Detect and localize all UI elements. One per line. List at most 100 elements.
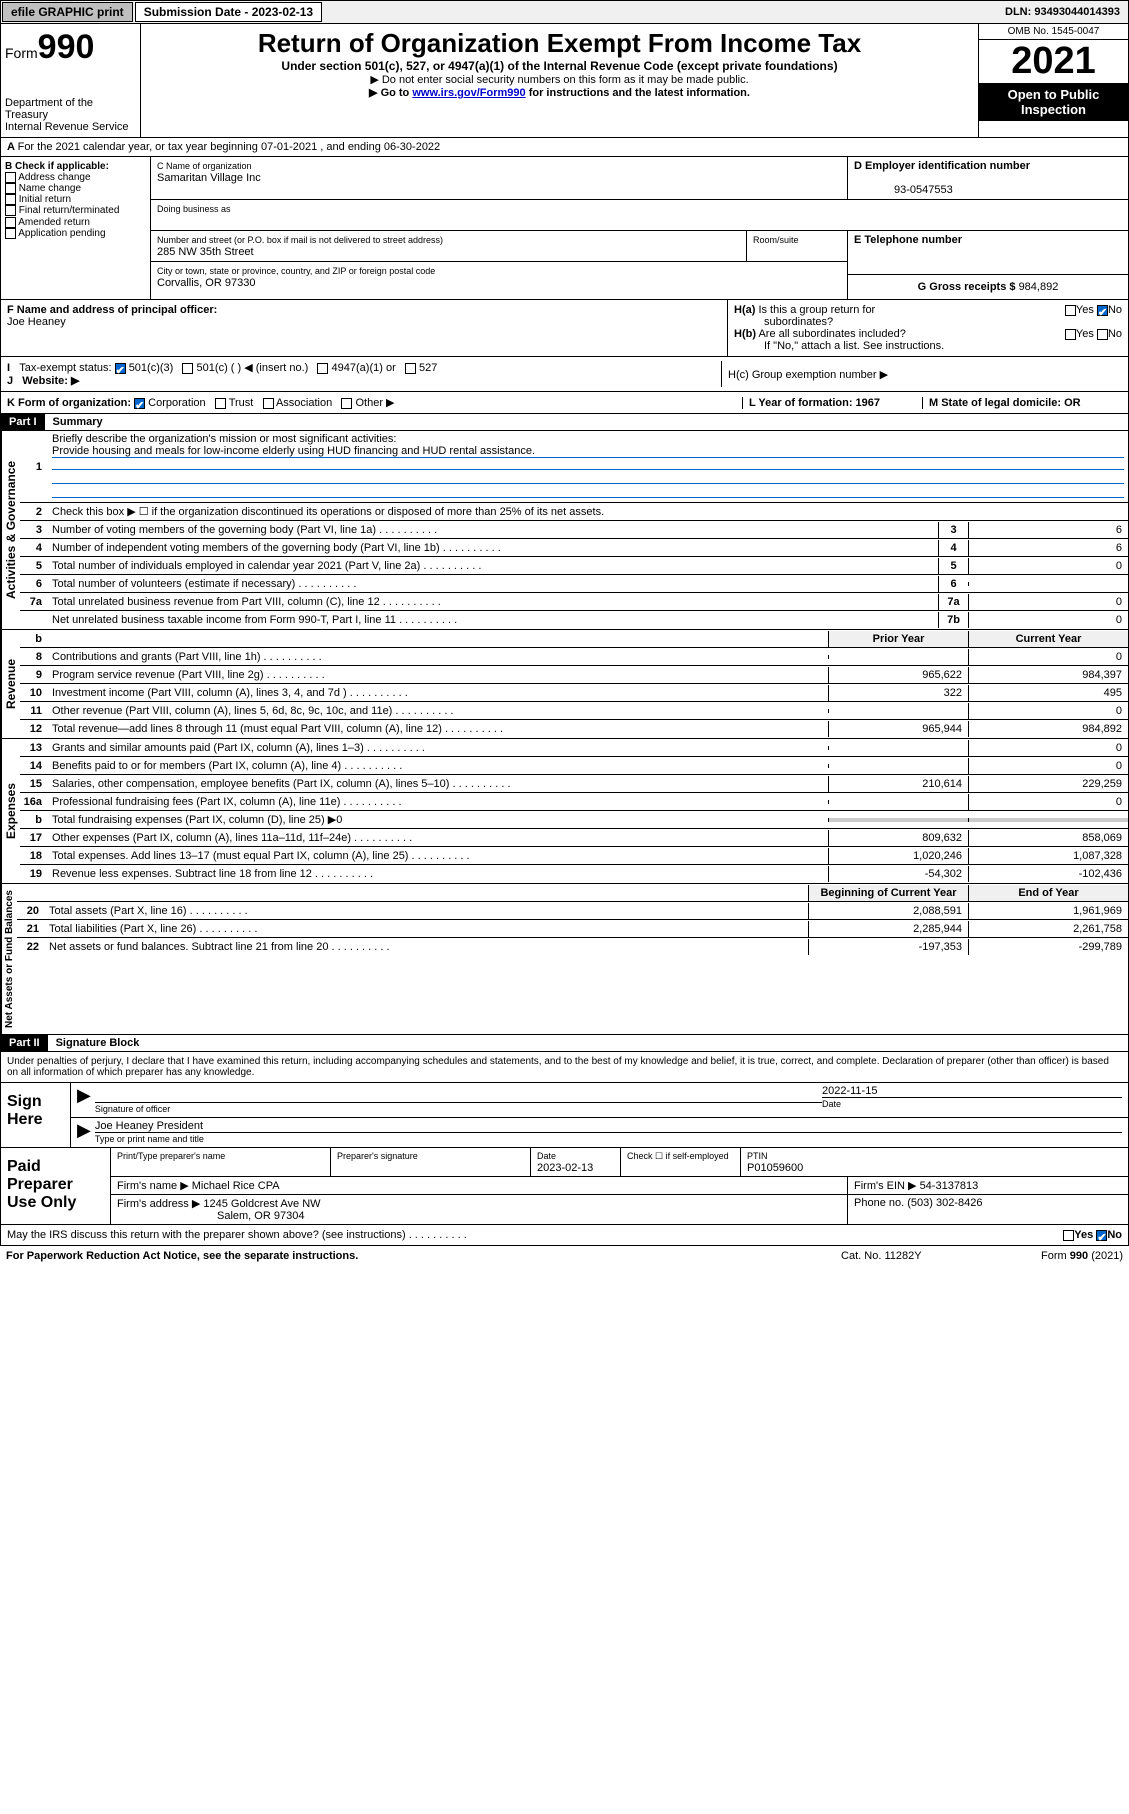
summary-line: 22Net assets or fund balances. Subtract …	[17, 938, 1128, 956]
sig-arrow-icon: ▶	[77, 1085, 95, 1115]
i-label: Tax-exempt status:	[19, 362, 111, 374]
form-subtitle: Under section 501(c), 527, or 4947(a)(1)…	[145, 59, 974, 73]
top-toolbar: efile GRAPHIC print Submission Date - 20…	[0, 0, 1129, 24]
form-990-label: Form990	[5, 28, 136, 67]
paid-preparer-label: Paid Preparer Use Only	[1, 1148, 111, 1224]
dept-label: Department of the Treasury	[5, 97, 136, 121]
section-fh: F Name and address of principal officer:…	[0, 300, 1129, 357]
prep-date: 2023-02-13	[537, 1162, 593, 1174]
sig-date-label: Date	[822, 1099, 841, 1109]
irs-label: Internal Revenue Service	[5, 121, 136, 133]
tab-activities: Activities & Governance	[1, 431, 20, 629]
ha-label: H(a) Is this a group return for	[734, 304, 875, 316]
opt-final-return: Final return/terminated	[19, 206, 120, 217]
footer: For Paperwork Reduction Act Notice, see …	[0, 1246, 1129, 1266]
part2-title: Signature Block	[48, 1035, 148, 1051]
col-prior: Prior Year	[828, 631, 968, 647]
opt-name-change: Name change	[19, 183, 81, 194]
summary-line: 11Other revenue (Part VIII, column (A), …	[20, 702, 1128, 720]
sig-name-value: Joe Heaney President	[95, 1120, 1122, 1133]
summary-line: Net unrelated business taxable income fr…	[20, 611, 1128, 629]
i-501c3: 501(c)(3)	[129, 362, 174, 374]
part2-header: Part II Signature Block	[0, 1035, 1129, 1052]
summary-line: 17Other expenses (Part IX, column (A), l…	[20, 829, 1128, 847]
firm-addr2: Salem, OR 97304	[117, 1210, 304, 1222]
summary-line: bTotal fundraising expenses (Part IX, co…	[20, 811, 1128, 829]
line-a-text: For the 2021 calendar year, or tax year …	[18, 141, 441, 153]
section-ij: I Tax-exempt status: ✔ 501(c)(3) 501(c) …	[0, 357, 1129, 392]
declaration-text: Under penalties of perjury, I declare th…	[1, 1052, 1128, 1082]
tab-revenue: Revenue	[1, 630, 20, 738]
preparer-block: Paid Preparer Use Only Print/Type prepar…	[0, 1148, 1129, 1225]
expenses-section: Expenses 13Grants and similar amounts pa…	[0, 739, 1129, 884]
section-bcdeg: B Check if applicable: Address change Na…	[0, 157, 1129, 300]
k-corporation: Corporation	[148, 397, 205, 409]
tab-netassets: Net Assets or Fund Balances	[1, 884, 17, 1034]
firm-name-label: Firm's name ▶	[117, 1180, 189, 1192]
submission-date: Submission Date - 2023-02-13	[135, 2, 322, 22]
summary-line: 21Total liabilities (Part X, line 26)2,2…	[17, 920, 1128, 938]
summary-line: 3Number of voting members of the governi…	[20, 521, 1128, 539]
e-phone-label: E Telephone number	[854, 234, 962, 246]
hb-label: H(b) Are all subordinates included?	[734, 328, 906, 340]
efile-print-button[interactable]: efile GRAPHIC print	[2, 2, 133, 22]
activities-governance: Activities & Governance 1Briefly describ…	[0, 431, 1129, 630]
note2-pre: ▶ Go to	[369, 87, 412, 99]
ha-yes: Yes	[1076, 304, 1094, 316]
street-value: 285 NW 35th Street	[157, 246, 254, 258]
firm-name: Michael Rice CPA	[192, 1180, 280, 1192]
room-label: Room/suite	[753, 235, 799, 245]
k-other: Other ▶	[355, 397, 394, 409]
revenue-section: Revenue bPrior YearCurrent Year 8Contrib…	[0, 630, 1129, 739]
irs-link[interactable]: www.irs.gov/Form990	[412, 87, 525, 99]
sign-here-label: Sign Here	[1, 1083, 71, 1147]
firm-addr-label: Firm's address ▶	[117, 1198, 200, 1210]
i-4947: 4947(a)(1) or	[332, 362, 396, 374]
k-label: K Form of organization:	[7, 397, 131, 409]
sig-date-value: 2022-11-15	[822, 1085, 877, 1097]
summary-line: 20Total assets (Part X, line 16)2,088,59…	[17, 902, 1128, 920]
hb-yes: Yes	[1076, 328, 1094, 340]
col-begin: Beginning of Current Year	[808, 885, 968, 901]
summary-line: 14Benefits paid to or for members (Part …	[20, 757, 1128, 775]
omb-number: OMB No. 1545-0047	[979, 24, 1128, 40]
k-association: Association	[276, 397, 332, 409]
officer-name: Joe Heaney	[7, 316, 66, 328]
prep-check-label: Check ☐ if self-employed	[627, 1151, 729, 1161]
hb-no: No	[1108, 328, 1122, 340]
discuss-no: No	[1107, 1229, 1122, 1241]
j-website: Website: ▶	[22, 375, 79, 387]
form-note2: ▶ Go to www.irs.gov/Form990 for instruct…	[145, 86, 974, 99]
l-year: L Year of formation: 1967	[749, 397, 880, 409]
part1-label: Part I	[1, 414, 45, 430]
summary-line: 9Program service revenue (Part VIII, lin…	[20, 666, 1128, 684]
form-header: Form990 Department of the Treasury Inter…	[0, 24, 1129, 138]
l2-text: Check this box ▶ ☐ if the organization d…	[48, 503, 1128, 520]
note2-post: for instructions and the latest informat…	[526, 87, 750, 99]
sig-name-label: Type or print name and title	[95, 1134, 204, 1144]
org-name: Samaritan Village Inc	[157, 172, 261, 184]
k-trust: Trust	[229, 397, 254, 409]
opt-address-change: Address change	[18, 172, 90, 183]
sig-arrow-icon2: ▶	[77, 1120, 95, 1145]
summary-line: 16aProfessional fundraising fees (Part I…	[20, 793, 1128, 811]
inspection-label: Open to Public Inspection	[979, 83, 1128, 121]
netassets-section: Net Assets or Fund Balances Beginning of…	[0, 884, 1129, 1035]
city-value: Corvallis, OR 97330	[157, 277, 255, 289]
form-number: 990	[38, 28, 95, 66]
summary-line: 18Total expenses. Add lines 13–17 (must …	[20, 847, 1128, 865]
i-527: 527	[419, 362, 437, 374]
mission-text: Provide housing and meals for low-income…	[52, 445, 1124, 458]
opt-initial-return: Initial return	[19, 194, 71, 205]
summary-line: 4Number of independent voting members of…	[20, 539, 1128, 557]
summary-line: 19Revenue less expenses. Subtract line 1…	[20, 865, 1128, 883]
opt-amended-return: Amended return	[18, 217, 90, 228]
line-a: A For the 2021 calendar year, or tax yea…	[0, 138, 1129, 157]
firm-addr1: 1245 Goldcrest Ave NW	[203, 1198, 320, 1210]
d-ein-label: D Employer identification number	[854, 160, 1030, 172]
ha-no: No	[1108, 304, 1122, 316]
hc-label: H(c) Group exemption number ▶	[728, 369, 888, 381]
part1-title: Summary	[45, 414, 111, 430]
section-b-col: B Check if applicable: Address change Na…	[1, 157, 151, 299]
dba-label: Doing business as	[157, 204, 231, 214]
